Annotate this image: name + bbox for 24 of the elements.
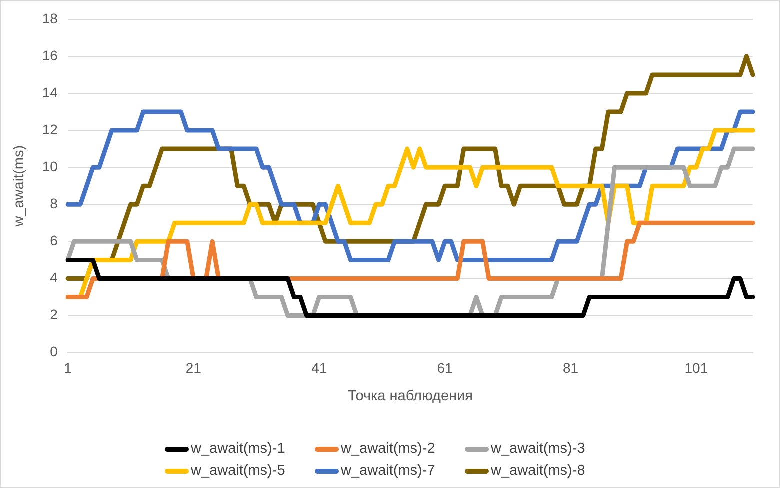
y-tick-label: 6: [50, 232, 58, 249]
x-tick-label: 61: [437, 360, 454, 376]
y-tick-label: 14: [42, 84, 58, 100]
legend-label: w_await(ms)-5: [191, 463, 286, 479]
x-tick-label: 1: [64, 360, 72, 376]
x-tick-label: 41: [312, 360, 328, 376]
y-tick-label: 0: [50, 344, 58, 360]
legend-label: w_await(ms)-2: [341, 441, 436, 457]
legend-label: w_await(ms)-7: [341, 463, 436, 479]
y-axis-title: w_await(ms): [12, 145, 28, 228]
legend-label: w_await(ms)-1: [191, 441, 286, 457]
y-tick-label: 4: [50, 270, 58, 286]
y-tick-label: 8: [50, 195, 58, 212]
x-tick-label: 101: [684, 360, 708, 376]
x-axis-title: Точка наблюдения: [348, 388, 473, 404]
y-tick-label: 18: [42, 10, 58, 26]
legend-label: w_await(ms)-8: [491, 463, 586, 479]
y-tick-label: 10: [42, 158, 58, 174]
y-tick-label: 12: [42, 121, 58, 138]
legend-label: w_await(ms)-3: [491, 441, 586, 457]
y-tick-label: 16: [42, 47, 58, 64]
x-tick-label: 81: [562, 360, 579, 376]
x-tick-label: 21: [186, 360, 202, 376]
y-tick-label: 2: [50, 306, 58, 323]
